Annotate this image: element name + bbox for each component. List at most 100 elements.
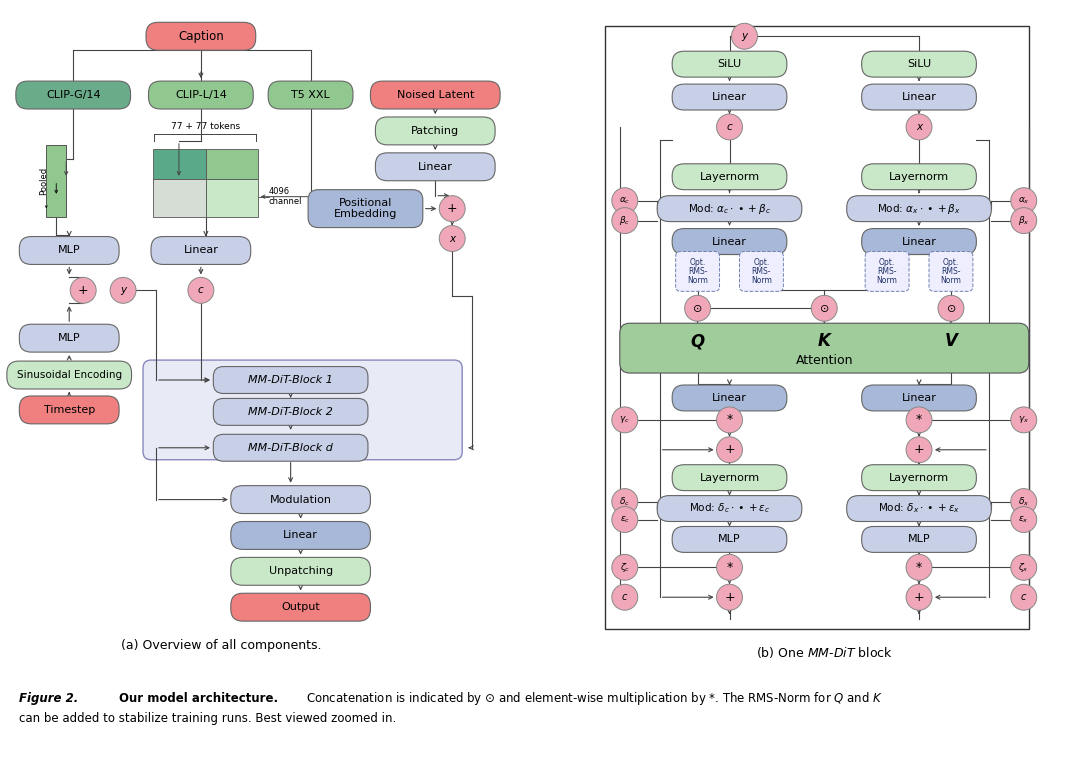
Circle shape [716, 114, 742, 140]
Text: Patching: Patching [411, 126, 459, 136]
FancyBboxPatch shape [929, 251, 973, 291]
FancyBboxPatch shape [146, 22, 256, 50]
Text: $\zeta_c$: $\zeta_c$ [620, 561, 630, 574]
Circle shape [906, 114, 932, 140]
FancyBboxPatch shape [16, 81, 131, 109]
FancyBboxPatch shape [6, 361, 132, 389]
Text: Linear: Linear [712, 237, 747, 247]
Circle shape [906, 407, 932, 433]
Circle shape [110, 277, 136, 303]
Text: $c$: $c$ [1021, 592, 1027, 602]
Text: Norm: Norm [941, 276, 961, 285]
Circle shape [1011, 488, 1037, 515]
Text: RMS-: RMS- [941, 267, 961, 276]
Text: RMS-: RMS- [688, 267, 707, 276]
Circle shape [1011, 187, 1037, 214]
FancyBboxPatch shape [308, 190, 422, 227]
FancyBboxPatch shape [658, 495, 801, 521]
Text: Noised Latent: Noised Latent [396, 90, 474, 100]
Text: $\odot$: $\odot$ [692, 303, 703, 314]
FancyBboxPatch shape [740, 251, 783, 291]
Circle shape [1011, 207, 1037, 233]
Circle shape [1011, 407, 1037, 433]
Text: +: + [447, 202, 458, 215]
Circle shape [611, 207, 638, 233]
Text: K: K [818, 332, 831, 350]
FancyBboxPatch shape [231, 593, 370, 621]
Circle shape [937, 296, 964, 321]
Text: Mod: $\delta_x\cdot\bullet+\varepsilon_x$: Mod: $\delta_x\cdot\bullet+\varepsilon_x… [878, 502, 960, 515]
Text: Opt.: Opt. [943, 258, 959, 267]
FancyBboxPatch shape [862, 51, 976, 77]
FancyBboxPatch shape [46, 145, 66, 217]
Text: Mod: $\delta_c\cdot\bullet+\varepsilon_c$: Mod: $\delta_c\cdot\bullet+\varepsilon_c… [689, 502, 770, 515]
FancyBboxPatch shape [847, 196, 991, 222]
FancyBboxPatch shape [862, 385, 976, 411]
Text: Norm: Norm [877, 276, 897, 285]
Text: Unpatching: Unpatching [269, 566, 333, 576]
Circle shape [1011, 554, 1037, 581]
Text: MLP: MLP [907, 535, 930, 545]
Text: c: c [727, 122, 732, 132]
Text: Layernorm: Layernorm [700, 172, 759, 182]
Text: $\delta_x$: $\delta_x$ [1018, 495, 1029, 508]
Text: Layernorm: Layernorm [700, 472, 759, 482]
Text: Modulation: Modulation [270, 495, 332, 505]
Text: MLP: MLP [58, 246, 81, 256]
Text: Linear: Linear [283, 531, 318, 541]
Circle shape [906, 584, 932, 611]
FancyBboxPatch shape [672, 164, 787, 190]
Text: (a) Overview of all components.: (a) Overview of all components. [121, 638, 321, 651]
Text: $\beta_x$: $\beta_x$ [1018, 214, 1029, 227]
FancyBboxPatch shape [672, 84, 787, 110]
Text: $\gamma_c$: $\gamma_c$ [620, 415, 630, 425]
Text: Pooled: Pooled [39, 167, 48, 195]
Circle shape [611, 554, 638, 581]
FancyBboxPatch shape [268, 81, 353, 109]
Circle shape [1011, 584, 1037, 611]
Circle shape [611, 488, 638, 515]
FancyBboxPatch shape [862, 465, 976, 491]
Text: Linear: Linear [902, 393, 936, 403]
Text: Mod: $\alpha_x\cdot\bullet+\beta_x$: Mod: $\alpha_x\cdot\bullet+\beta_x$ [877, 202, 961, 216]
FancyBboxPatch shape [847, 495, 991, 521]
Text: Output: Output [281, 602, 320, 612]
FancyBboxPatch shape [231, 558, 370, 585]
Text: MLP: MLP [58, 333, 81, 343]
Text: CLIP-L/14: CLIP-L/14 [175, 90, 227, 100]
Text: SiLU: SiLU [717, 59, 742, 69]
Circle shape [716, 554, 742, 581]
Text: MM-DiT-Block d: MM-DiT-Block d [248, 443, 333, 453]
Circle shape [611, 187, 638, 214]
Text: $\alpha_x$: $\alpha_x$ [1017, 195, 1029, 206]
FancyBboxPatch shape [376, 153, 495, 180]
Text: $\alpha_c$: $\alpha_c$ [619, 195, 631, 206]
Text: $\odot$: $\odot$ [946, 303, 956, 314]
FancyBboxPatch shape [862, 527, 976, 552]
Text: *: * [727, 561, 732, 574]
Text: Linear: Linear [712, 92, 747, 102]
Text: $\gamma_x$: $\gamma_x$ [1018, 415, 1029, 425]
Circle shape [70, 277, 96, 303]
Text: x: x [916, 122, 922, 132]
Text: y: y [741, 31, 747, 41]
Text: Linear: Linear [418, 162, 453, 172]
Text: Linear: Linear [902, 92, 936, 102]
Text: Linear: Linear [712, 393, 747, 403]
Text: x: x [449, 233, 456, 243]
FancyBboxPatch shape [672, 229, 787, 254]
Circle shape [811, 296, 837, 321]
Text: can be added to stabilize training runs. Best viewed zoomed in.: can be added to stabilize training runs.… [19, 712, 396, 725]
Text: Layernorm: Layernorm [889, 172, 949, 182]
Circle shape [716, 407, 742, 433]
Text: $\zeta_x$: $\zeta_x$ [1018, 561, 1029, 574]
Circle shape [731, 23, 757, 49]
Text: +: + [914, 591, 924, 604]
Text: Concatenation is indicated by $\odot$ and element-wise multiplication by $*$. Th: Concatenation is indicated by $\odot$ an… [306, 690, 882, 707]
Text: Norm: Norm [751, 276, 772, 285]
Circle shape [440, 196, 465, 222]
Text: *: * [916, 413, 922, 426]
Circle shape [611, 407, 638, 433]
Circle shape [440, 226, 465, 251]
Text: RMS-: RMS- [877, 267, 896, 276]
